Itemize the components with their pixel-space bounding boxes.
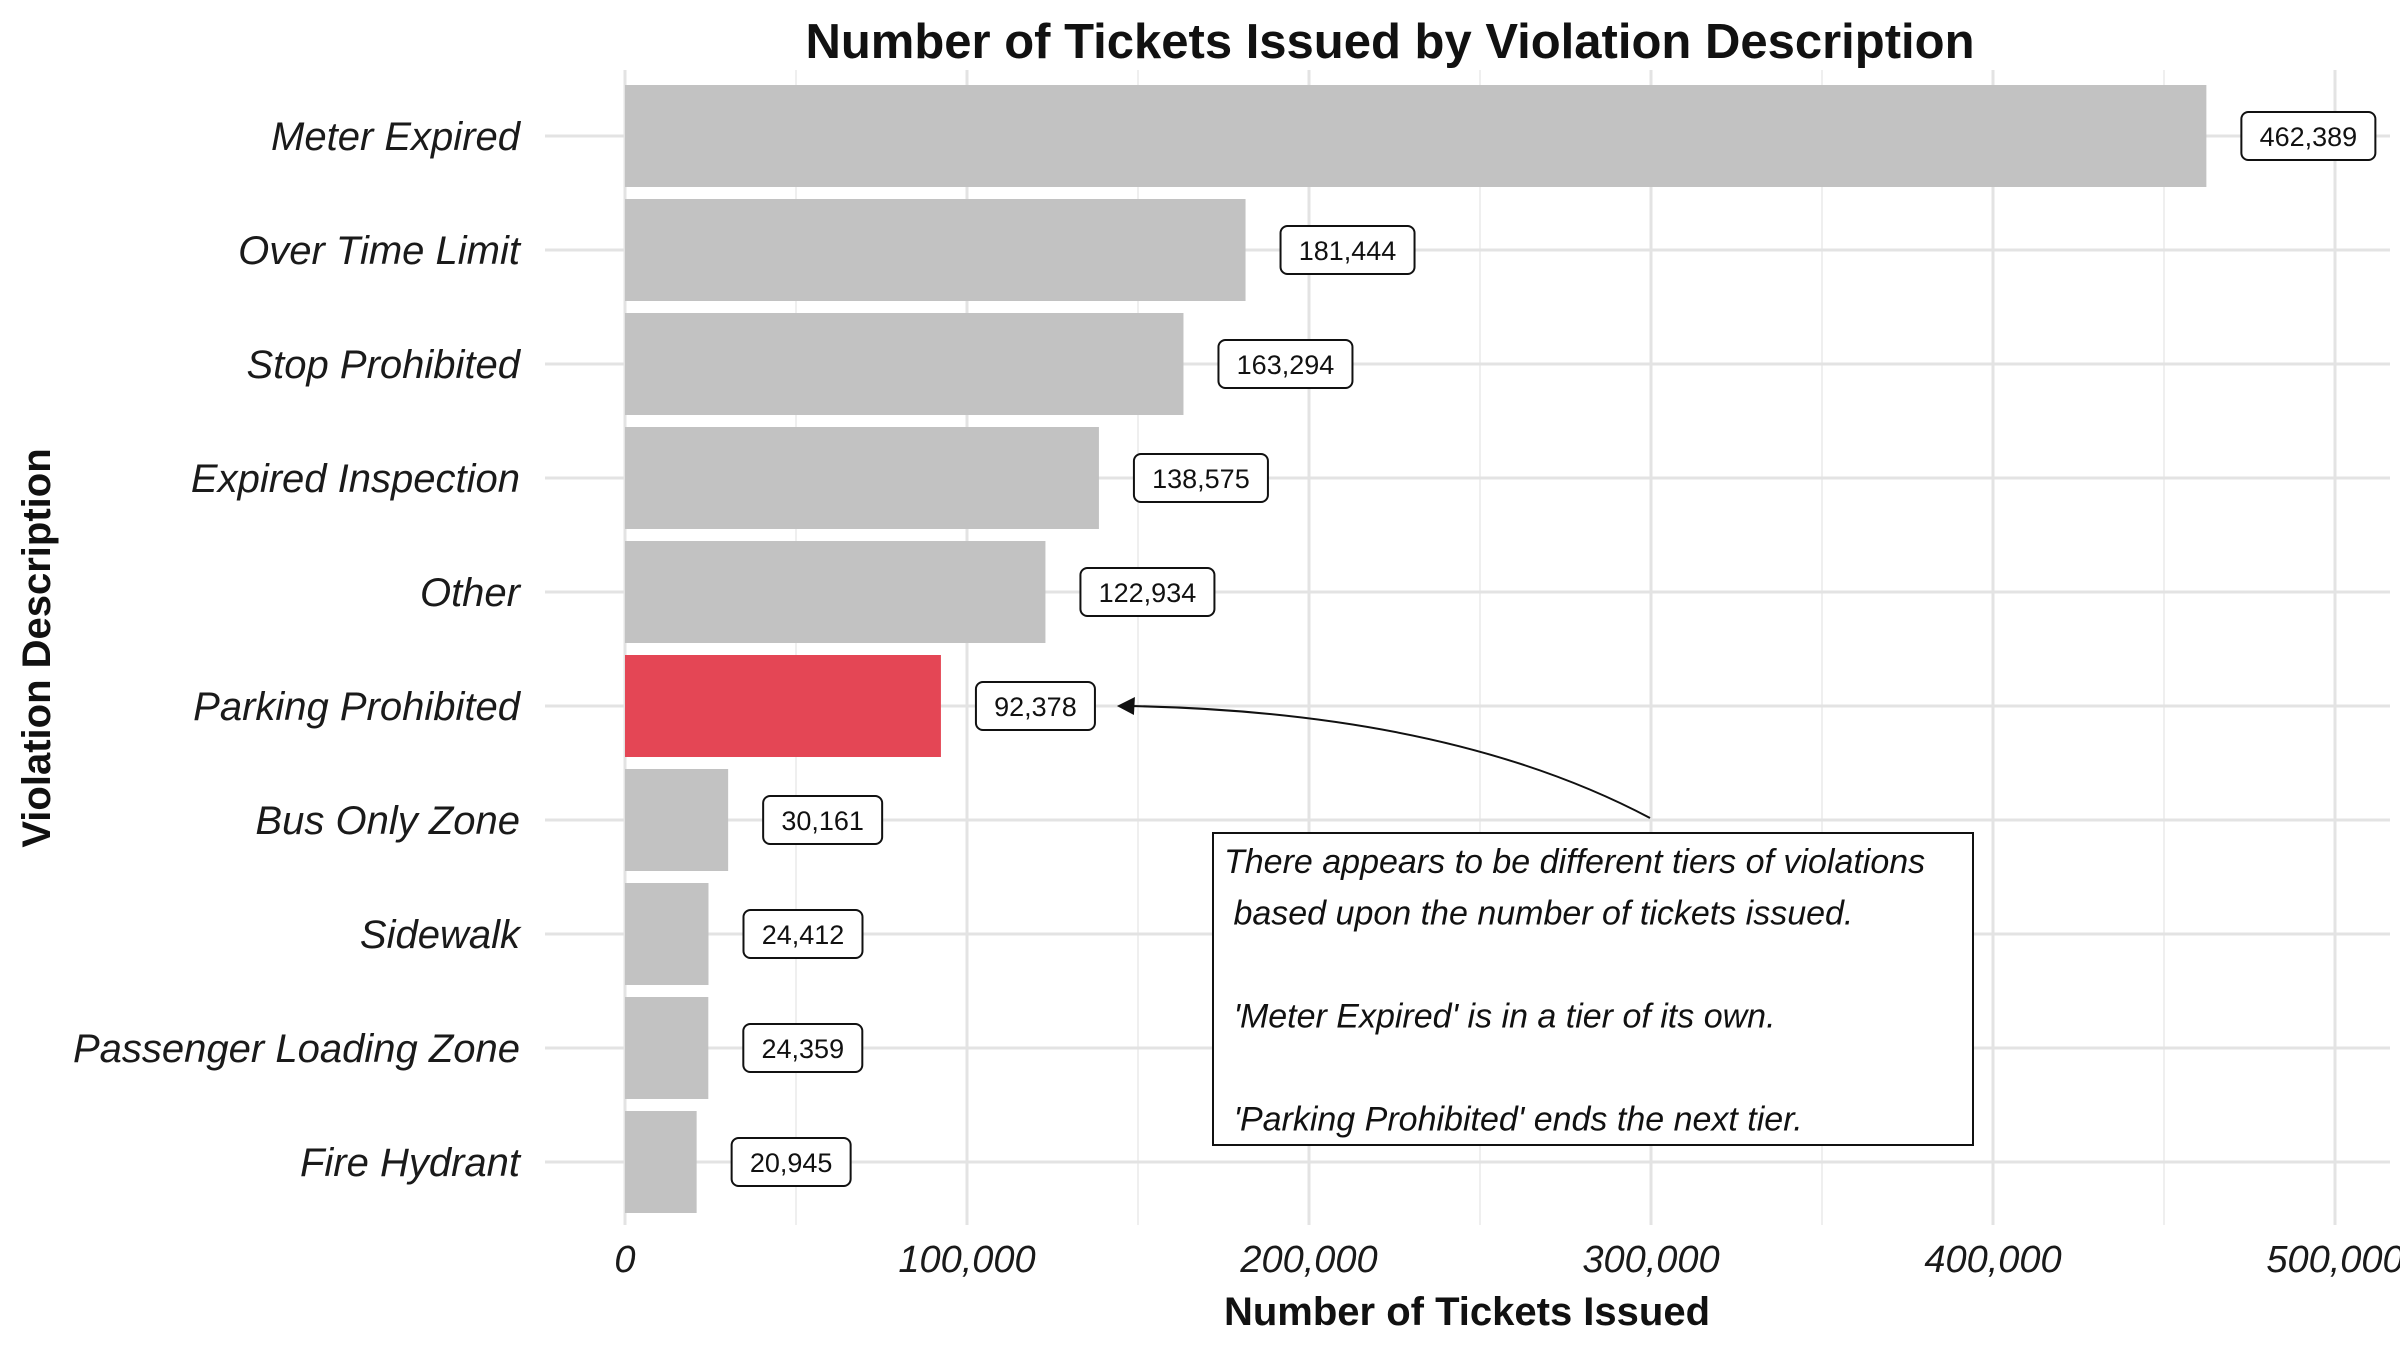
y-tick-label: Over Time Limit bbox=[238, 229, 522, 273]
x-axis-tick-labels: 0 100,000 200,000 300,000 400,000 500,000 bbox=[614, 1239, 2400, 1281]
data-label-text: 92,378 bbox=[994, 692, 1077, 722]
data-label: 20,945 bbox=[730, 1137, 852, 1187]
x-tick-label: 500,000 bbox=[2266, 1239, 2400, 1281]
y-tick-label: Passenger Loading Zone bbox=[73, 1027, 520, 1071]
annotation-box bbox=[1212, 832, 1974, 1146]
data-label: 30,161 bbox=[762, 795, 884, 845]
data-label-box bbox=[742, 1023, 864, 1073]
data-label: 24,412 bbox=[742, 909, 864, 959]
data-label: 122,934 bbox=[1079, 567, 1216, 617]
chart-title: Number of Tickets Issued by Violation De… bbox=[805, 15, 1974, 69]
bar-bus-only-zone bbox=[625, 769, 729, 871]
y-tick-label: Meter Expired bbox=[271, 115, 522, 159]
x-tick-label: 100,000 bbox=[898, 1239, 1035, 1281]
bars bbox=[625, 85, 2207, 1213]
data-label-box bbox=[2240, 111, 2377, 161]
y-tick-label: Bus Only Zone bbox=[255, 799, 520, 843]
data-label-box bbox=[974, 681, 1096, 731]
x-tick-label: 300,000 bbox=[1582, 1239, 1719, 1281]
y-tick-label: Other bbox=[420, 571, 522, 615]
bar-meter-expired bbox=[625, 85, 2207, 187]
bar-passenger-loading-zone bbox=[625, 997, 709, 1099]
data-label: 163,294 bbox=[1217, 339, 1354, 389]
data-label-box bbox=[1079, 567, 1216, 617]
bar-over-time-limit bbox=[625, 199, 1246, 301]
y-tick-label: Parking Prohibited bbox=[193, 685, 522, 729]
annotation-line: 'Parking Prohibited' ends the next tier. bbox=[1224, 1101, 1803, 1139]
y-tick-label: Expired Inspection bbox=[191, 457, 520, 501]
y-tick-label: Fire Hydrant bbox=[300, 1141, 522, 1185]
annotation-line: based upon the number of tickets issued. bbox=[1224, 895, 1853, 933]
y-tick-label: Stop Prohibited bbox=[246, 343, 521, 387]
annotation-arrowhead-icon bbox=[1116, 697, 1135, 715]
bar-stop-prohibited bbox=[625, 313, 1184, 415]
data-label-box bbox=[1132, 453, 1269, 503]
data-label-text: 181,444 bbox=[1299, 236, 1397, 266]
data-label: 462,389 bbox=[2240, 111, 2377, 161]
data-label-text: 462,389 bbox=[2260, 122, 2358, 152]
data-label-box bbox=[1217, 339, 1354, 389]
annotation-line: 'Meter Expired' is in a tier of its own. bbox=[1224, 998, 1776, 1036]
bar-expired-inspection bbox=[625, 427, 1099, 529]
data-label-text: 24,412 bbox=[762, 920, 845, 950]
annotation-line: There appears to be different tiers of v… bbox=[1224, 843, 1925, 881]
y-tick-label: Sidewalk bbox=[360, 913, 522, 957]
data-label-text: 138,575 bbox=[1152, 464, 1250, 494]
data-label-box bbox=[742, 909, 864, 959]
data-label-text: 122,934 bbox=[1099, 578, 1197, 608]
x-tick-label: 200,000 bbox=[1239, 1239, 1377, 1281]
annotation-arrow-line bbox=[1128, 705, 1651, 819]
data-labels: 462,389 181,444 163,294 138,575 122,934 92,37… bbox=[730, 111, 2377, 1187]
annotation: There appears to be different tiers of v… bbox=[1116, 697, 1974, 1146]
y-axis-title: Violation Description bbox=[15, 448, 59, 847]
data-label-box bbox=[762, 795, 884, 845]
data-label: 181,444 bbox=[1279, 225, 1416, 275]
data-label-text: 20,945 bbox=[750, 1148, 833, 1178]
y-axis-tick-labels: Meter Expired Over Time Limit Stop Prohibi… bbox=[73, 115, 522, 1185]
data-label: 92,378 bbox=[974, 681, 1096, 731]
data-label-box bbox=[1279, 225, 1416, 275]
data-label-text: 163,294 bbox=[1237, 350, 1335, 380]
x-axis-title: Number of Tickets Issued bbox=[1224, 1290, 1710, 1334]
bar-fire-hydrant bbox=[625, 1111, 697, 1213]
bar-parking-prohibited bbox=[625, 655, 941, 757]
data-label-box bbox=[730, 1137, 852, 1187]
x-tick-label: 0 bbox=[614, 1239, 635, 1281]
data-label-text: 24,359 bbox=[762, 1034, 845, 1064]
data-label: 138,575 bbox=[1132, 453, 1269, 503]
data-label-text: 30,161 bbox=[781, 806, 864, 836]
bar-other bbox=[625, 541, 1046, 643]
x-tick-label: 400,000 bbox=[1924, 1239, 2061, 1281]
bar-sidewalk bbox=[625, 883, 709, 985]
data-label: 24,359 bbox=[742, 1023, 864, 1073]
